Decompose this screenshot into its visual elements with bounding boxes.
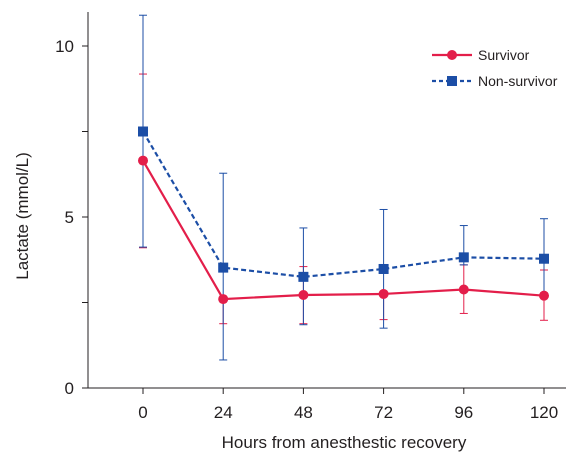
data-point-non-survivor bbox=[138, 126, 148, 137]
x-tick-label: 48 bbox=[294, 403, 313, 422]
x-axis-title: Hours from anesthestic recovery bbox=[222, 433, 467, 452]
data-point-non-survivor bbox=[298, 271, 309, 282]
series-line-non-survivor bbox=[142, 130, 545, 278]
x-tick-label: 24 bbox=[214, 403, 233, 422]
x-tick-label: 72 bbox=[374, 403, 393, 422]
legend-marker-non-survivor bbox=[447, 76, 457, 86]
y-tick-label: 0 bbox=[65, 379, 74, 398]
x-tick-label: 0 bbox=[138, 403, 147, 422]
series-layer bbox=[138, 126, 549, 305]
y-tick-label: 10 bbox=[55, 37, 74, 56]
x-tick-label: 96 bbox=[454, 403, 473, 422]
axes-layer: 0 5 10 0 24 48 72 96 120 bbox=[55, 12, 566, 422]
data-point-survivor bbox=[458, 284, 469, 295]
series-line-survivor bbox=[142, 160, 545, 301]
data-point-survivor bbox=[138, 155, 148, 166]
data-point-survivor bbox=[539, 290, 549, 301]
y-axis-title: Lactate (mmol/L) bbox=[13, 152, 32, 280]
data-point-survivor bbox=[218, 294, 229, 305]
data-point-survivor bbox=[298, 289, 309, 300]
x-tick-label: 120 bbox=[530, 403, 558, 422]
data-point-survivor bbox=[378, 288, 389, 299]
legend-label-survivor: Survivor bbox=[478, 47, 530, 63]
y-tick-label: 5 bbox=[65, 208, 74, 227]
legend: Survivor Non-survivor bbox=[432, 47, 558, 89]
data-point-non-survivor bbox=[458, 252, 469, 263]
data-point-non-survivor bbox=[378, 263, 389, 274]
error-bars-layer bbox=[139, 14, 548, 361]
legend-label-non-survivor: Non-survivor bbox=[478, 73, 558, 89]
data-point-non-survivor bbox=[218, 262, 229, 273]
data-point-non-survivor bbox=[539, 253, 549, 264]
legend-marker-survivor bbox=[447, 50, 457, 60]
